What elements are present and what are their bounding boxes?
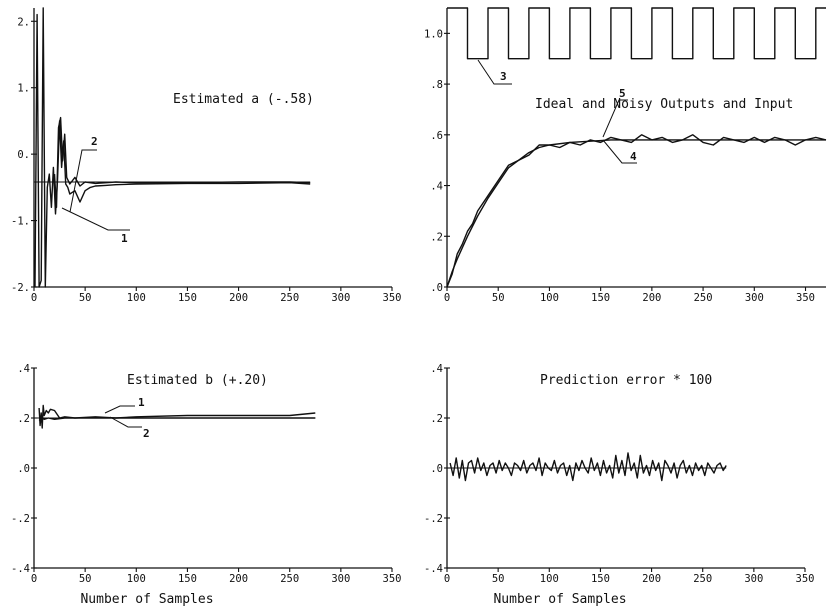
x-tick-label: 300 <box>331 292 350 304</box>
curve-label-1: 1 <box>138 396 145 409</box>
curve-label-5: 5 <box>619 87 626 100</box>
leader-line-2 <box>109 416 142 428</box>
plot-area <box>34 7 311 288</box>
axes: 0 50 100 150 200 250 300 350 2. 1. 0. -1. -2. <box>11 8 401 304</box>
series-line-1 <box>449 452 727 482</box>
panel-ideal-noisy-outputs: Ideal and Noisy Outputs and Input 0 50 100… <box>424 7 827 304</box>
x-tick-label: 300 <box>744 573 763 585</box>
y-tick-label: -.2 <box>424 513 443 525</box>
series-line-5 <box>446 134 827 288</box>
y-tick-label: -1. <box>11 216 30 228</box>
x-tick-label: 0 <box>31 292 37 304</box>
x-tick-label: 350 <box>796 292 815 304</box>
panel-title: Estimated a (-.58) <box>173 92 314 107</box>
x-tick-label: 50 <box>79 292 92 304</box>
y-tick-label: 0. <box>17 149 30 161</box>
series-line-1 <box>38 404 316 429</box>
x-tick-label: 0 <box>444 573 450 585</box>
y-tick-label: .2 <box>430 231 443 243</box>
x-tick-label: 150 <box>178 292 197 304</box>
y-tick-label: .6 <box>430 130 443 142</box>
curve-label-2: 2 <box>91 135 98 148</box>
curve-label-3: 3 <box>500 70 507 83</box>
curve-labels: 2 1 <box>61 135 130 245</box>
y-tick-label: -.4 <box>11 563 30 575</box>
leader-line-2 <box>69 149 97 213</box>
y-tick-label: -.2 <box>11 513 30 525</box>
series-line-2 <box>38 417 316 422</box>
x-tick-label: 100 <box>127 292 146 304</box>
y-tick-label: .4 <box>17 363 30 375</box>
x-tick-label: 200 <box>229 573 248 585</box>
y-tick-label: .0 <box>430 282 443 294</box>
panel-title: Ideal and Noisy Outputs and Input <box>535 97 793 112</box>
x-tick-label: 350 <box>796 573 815 585</box>
x-tick-label: 200 <box>642 573 661 585</box>
plot-area <box>447 452 727 482</box>
leader-line-1 <box>104 405 135 414</box>
series-line-1 <box>34 7 311 288</box>
series-line-4 <box>446 139 826 288</box>
y-tick-label: 1. <box>17 83 30 95</box>
y-tick-label: .0 <box>430 463 443 475</box>
x-axis-label: Number of Samples <box>80 592 213 607</box>
x-tick-label: 250 <box>694 292 713 304</box>
leader-line-1 <box>61 207 130 231</box>
curve-label-2: 2 <box>143 427 150 440</box>
y-tick-label: .8 <box>430 79 443 91</box>
x-tick-label: 50 <box>492 292 505 304</box>
x-tick-label: 250 <box>693 573 712 585</box>
x-tick-label: 300 <box>745 292 764 304</box>
x-tick-label: 100 <box>540 573 559 585</box>
panel-estimated-b: Estimated b (+.20) 0 50 100 150 200 250 300 350… <box>11 363 401 607</box>
axes: 0 50 100 150 200 250 300 350 1.0 .8 .6 .4 .2 .0 <box>424 8 826 304</box>
plot-area <box>446 7 827 288</box>
x-tick-label: 0 <box>31 573 37 585</box>
x-tick-label: 100 <box>540 292 559 304</box>
series-line-2 <box>53 116 311 208</box>
y-tick-label: 1.0 <box>424 28 443 40</box>
panel-estimated-a: Estimated a (-.58) 0 50 100 150 200 250 300 350… <box>11 7 401 304</box>
x-axis-label: Number of Samples <box>493 592 626 607</box>
x-tick-label: 350 <box>383 292 402 304</box>
x-tick-label: 200 <box>229 292 248 304</box>
curve-label-1: 1 <box>121 232 128 245</box>
leader-line-4 <box>602 139 637 164</box>
curve-label-4: 4 <box>630 150 637 163</box>
panel-title: Estimated b (+.20) <box>127 373 268 388</box>
leader-line-5 <box>602 99 628 138</box>
panel-prediction-error: Prediction error * 100 0 50 100 150 200 250 30… <box>424 363 814 607</box>
curve-labels: 1 2 <box>104 396 150 440</box>
axes: 0 50 100 150 200 250 300 350 .4 .2 .0 -.2 -.4 <box>424 363 814 585</box>
x-tick-label: 100 <box>127 573 146 585</box>
x-tick-label: 50 <box>492 573 505 585</box>
y-tick-label: -2. <box>11 282 30 294</box>
panel-title: Prediction error * 100 <box>540 373 712 388</box>
curve-labels: 3 5 4 <box>477 59 637 164</box>
y-tick-label: .4 <box>430 181 443 193</box>
x-tick-label: 150 <box>591 573 610 585</box>
y-tick-label: .2 <box>17 413 30 425</box>
series-input-square-wave <box>447 7 826 60</box>
y-tick-label: .4 <box>430 363 443 375</box>
y-tick-label: 2. <box>17 16 30 28</box>
x-tick-label: 300 <box>331 573 350 585</box>
x-tick-label: 200 <box>642 292 661 304</box>
x-tick-label: 350 <box>383 573 402 585</box>
x-tick-label: 150 <box>178 573 197 585</box>
y-tick-label: .2 <box>430 413 443 425</box>
x-tick-label: 250 <box>280 573 299 585</box>
x-tick-label: 50 <box>79 573 92 585</box>
x-tick-label: 0 <box>444 292 450 304</box>
x-tick-label: 250 <box>280 292 299 304</box>
y-tick-label: .0 <box>17 463 30 475</box>
x-tick-label: 150 <box>591 292 610 304</box>
y-tick-label: -.4 <box>424 563 443 575</box>
leader-line-3 <box>477 59 512 85</box>
plot-area <box>34 404 316 429</box>
axes: 0 50 100 150 200 250 300 350 .4 .2 .0 -.2 -.4 <box>11 363 401 585</box>
